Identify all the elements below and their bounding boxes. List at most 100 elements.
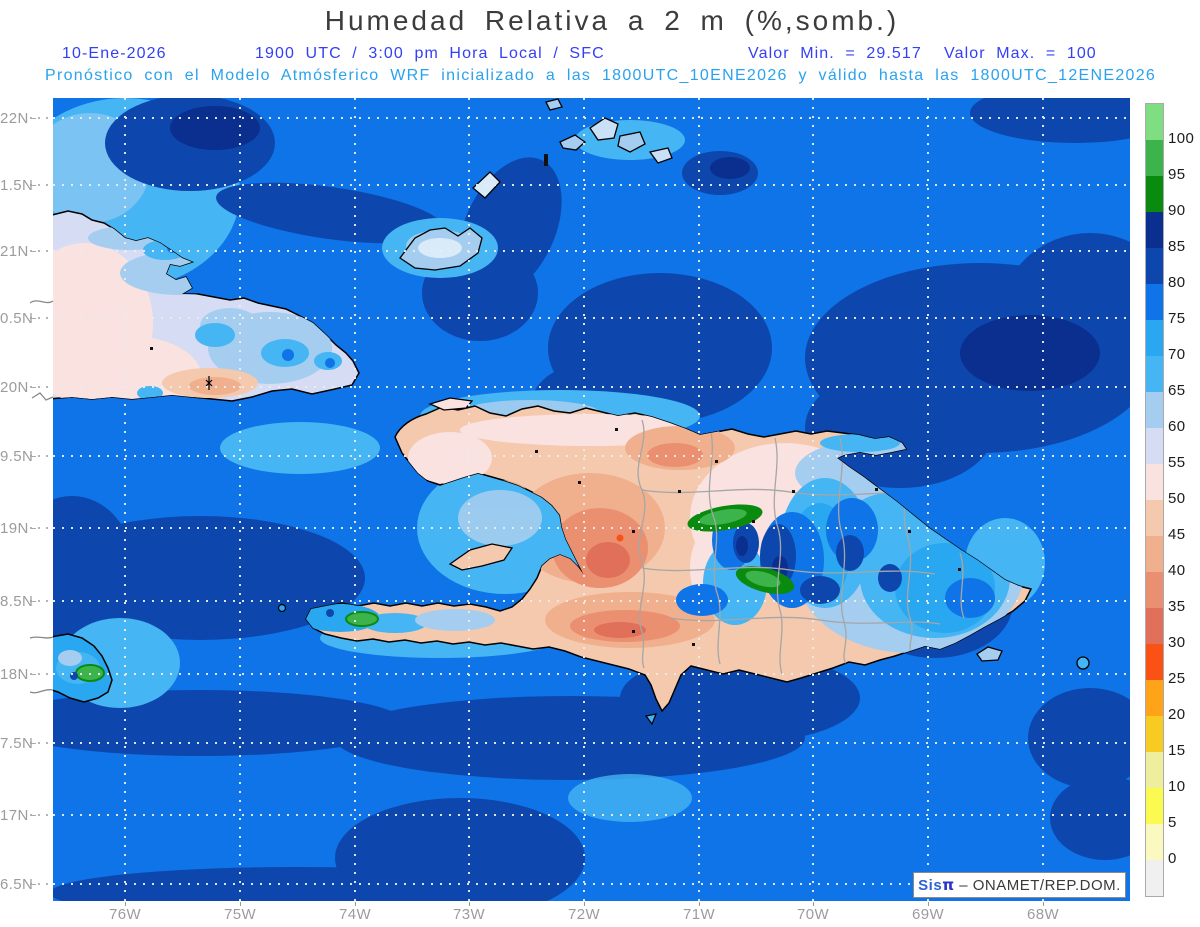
lat-axis-label: 17N (0, 807, 29, 824)
colorbar-tick-label: 95 (1168, 166, 1186, 183)
value-min-label: Valor Min. = 29.517 (748, 45, 922, 62)
lon-axis-tick (813, 902, 814, 906)
colorbar-segment (1146, 104, 1163, 140)
colorbar-tick-label: 55 (1168, 454, 1186, 471)
lon-axis-label: 76W (108, 906, 142, 923)
lon-axis-tick (1043, 902, 1044, 906)
lat-axis-label: 9.5N (0, 448, 34, 465)
lat-axis-tick (31, 185, 36, 186)
lon-axis-tick (928, 902, 929, 906)
forecast-time: 1900 UTC / 3:00 pm Hora Local / SFC (255, 45, 605, 62)
colorbar-segment (1146, 212, 1163, 248)
sispi-logo-text: Sis (918, 876, 943, 894)
colorbar-segment (1146, 644, 1163, 680)
lat-axis-label: 0.5N (0, 310, 34, 327)
colorbar-tick-label: 75 (1168, 310, 1186, 327)
colorbar-tick-label: 80 (1168, 274, 1186, 291)
credit-dash: – (959, 876, 969, 894)
lon-axis-tick (699, 902, 700, 906)
lat-axis-label: 8.5N (0, 593, 34, 610)
lon-axis-tick (584, 902, 585, 906)
colorbar-segment (1146, 500, 1163, 536)
lat-axis-tick (31, 528, 36, 529)
colorbar-segment (1146, 572, 1163, 608)
lat-axis-tick (31, 884, 36, 885)
colorbar-tick-label: 100 (1168, 130, 1195, 147)
colorbar-segment (1146, 680, 1163, 716)
model-init-line: Pronóstico con el Modelo Atmósferico WRF… (45, 67, 1157, 84)
lat-axis-tick (31, 815, 36, 816)
colorbar-segment (1146, 284, 1163, 320)
colorbar-tick-label: 50 (1168, 490, 1186, 507)
colorbar-segment (1146, 608, 1163, 644)
lon-axis-label: 74W (338, 906, 372, 923)
lat-axis-tick (31, 674, 36, 675)
lon-axis-label: 72W (567, 906, 601, 923)
colorbar-tick-label: 10 (1168, 778, 1186, 795)
lat-axis-tick (31, 743, 36, 744)
colorbar-tick-label: 15 (1168, 742, 1186, 759)
colorbar-segment (1146, 320, 1163, 356)
lon-axis-tick (469, 902, 470, 906)
lon-axis-tick (240, 902, 241, 906)
lat-axis-label: 21N (0, 243, 29, 260)
colorbar-tick-label: 85 (1168, 238, 1186, 255)
lat-axis-tick (31, 118, 36, 119)
pi-symbol: π (942, 876, 955, 894)
lon-axis-label: 71W (682, 906, 716, 923)
lat-axis-tick (31, 601, 36, 602)
lon-axis-label: 73W (452, 906, 486, 923)
lon-axis-label: 70W (796, 906, 830, 923)
credit-text: ONAMET/REP.DOM. (972, 876, 1121, 894)
colorbar-segment (1146, 356, 1163, 392)
forecast-date: 10-Ene-2026 (62, 45, 167, 62)
colorbar-tick-label: 35 (1168, 598, 1186, 615)
domain-edge (30, 98, 54, 901)
colorbar-tick-label: 20 (1168, 706, 1186, 723)
sispi-onamet-credit: Sis π – ONAMET/REP.DOM. (913, 872, 1126, 898)
lat-axis-label: 20N (0, 379, 29, 396)
colorbar-tick-label: 90 (1168, 202, 1186, 219)
lat-axis-label: 22N (0, 110, 29, 127)
lat-axis-label: 18N (0, 666, 29, 683)
lon-axis-tick (125, 902, 126, 906)
ocean-layer (30, 98, 1130, 901)
lat-axis-tick (31, 318, 36, 319)
lat-axis-tick (31, 387, 36, 388)
colorbar-tick-label: 5 (1168, 814, 1177, 831)
lat-axis-tick (31, 251, 36, 252)
jamaica-island (44, 633, 113, 703)
humidity-map-canvas (30, 98, 1130, 901)
lon-axis-label: 75W (223, 906, 257, 923)
lat-axis-label: 19N (0, 520, 29, 537)
colorbar-tick-label: 65 (1168, 382, 1186, 399)
colorbar-tick-label: 70 (1168, 346, 1186, 363)
page-title: Humedad Relativa a 2 m (%,somb.) (324, 5, 900, 36)
colorbar-segment (1146, 716, 1163, 752)
colorbar-segment (1146, 788, 1163, 824)
value-max-label: Valor Max. = 100 (944, 45, 1097, 62)
lat-axis-label: 1.5N (0, 177, 34, 194)
colorbar-segment (1146, 428, 1163, 464)
colorbar-segment (1146, 392, 1163, 428)
colorbar-segment (1146, 824, 1163, 860)
colorbar-segment (1146, 752, 1163, 788)
colorbar-tick-label: 60 (1168, 418, 1186, 435)
colorbar-tick-label: 0 (1168, 850, 1177, 867)
lat-axis-tick (31, 456, 36, 457)
colorbar-segment (1146, 536, 1163, 572)
colorbar-segment (1146, 176, 1163, 212)
colorbar-segment (1146, 140, 1163, 176)
lon-axis-label: 68W (1026, 906, 1060, 923)
lon-axis-label: 69W (911, 906, 945, 923)
lat-axis-label: 6.5N (0, 876, 34, 893)
colorbar-tick-label: 40 (1168, 562, 1186, 579)
colorbar-segment (1146, 248, 1163, 284)
colorbar-tick-label: 30 (1168, 634, 1186, 651)
lon-axis-tick (355, 902, 356, 906)
colorbar-segment (1146, 464, 1163, 500)
colorbar-tick-label: 25 (1168, 670, 1186, 687)
lat-axis-label: 7.5N (0, 735, 34, 752)
colorbar-tick-label: 45 (1168, 526, 1186, 543)
